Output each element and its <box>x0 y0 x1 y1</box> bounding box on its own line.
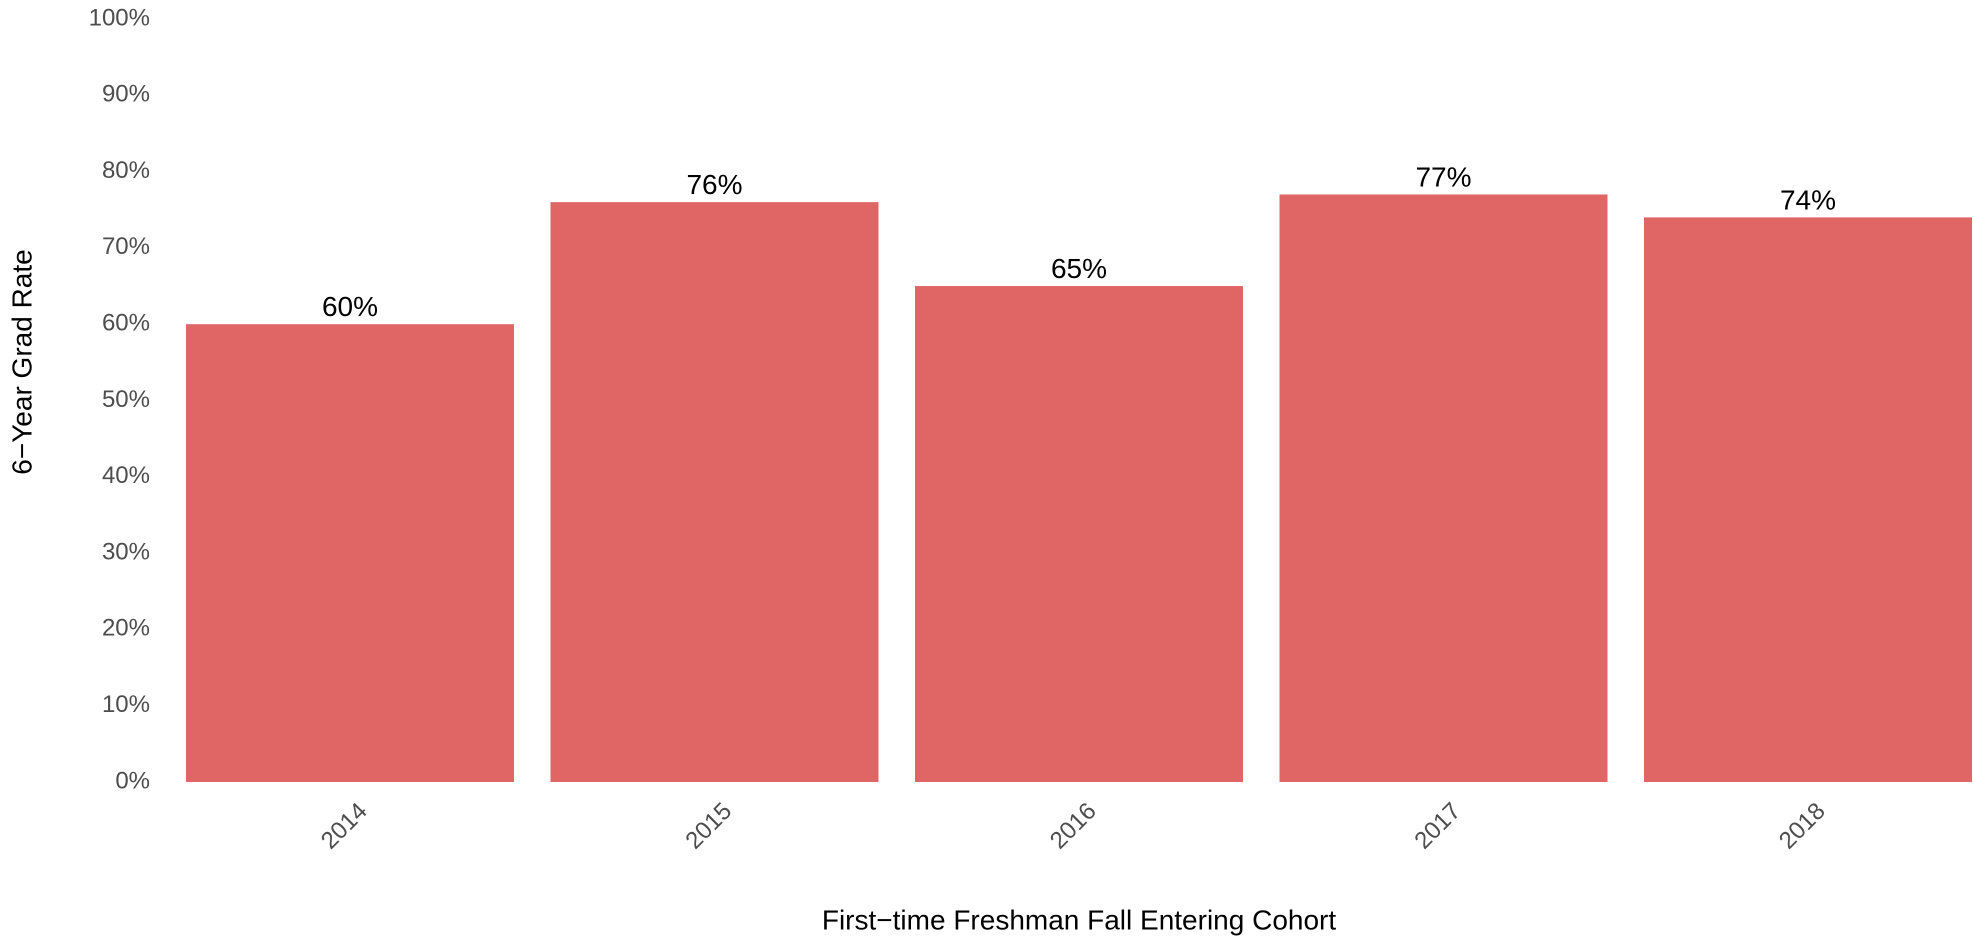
y-tick-label: 0% <box>115 767 150 794</box>
value-label: 60% <box>322 291 378 322</box>
x-axis-title: First−time Freshman Fall Entering Cohort <box>822 904 1337 935</box>
bar <box>1644 217 1972 782</box>
y-tick-label: 70% <box>102 233 150 260</box>
value-label: 74% <box>1780 184 1836 215</box>
x-tick-label: 2015 <box>680 798 737 855</box>
y-tick-label: 100% <box>89 4 150 31</box>
y-tick-label: 10% <box>102 691 150 718</box>
value-label: 65% <box>1051 253 1107 284</box>
x-tick-label: 2014 <box>316 798 373 855</box>
y-axis-title: 6−Year Grad Rate <box>6 249 37 474</box>
bar <box>550 202 879 782</box>
y-tick-label: 90% <box>102 81 150 108</box>
y-tick-label: 80% <box>102 157 150 184</box>
y-tick-label: 30% <box>102 538 150 565</box>
y-tick-label: 20% <box>102 615 150 642</box>
x-tick-label: 2018 <box>1774 798 1831 855</box>
y-tick-label: 60% <box>102 310 150 337</box>
bar <box>915 286 1243 782</box>
y-tick-label: 50% <box>102 386 150 413</box>
bar <box>1279 194 1608 783</box>
bar <box>186 324 514 782</box>
y-tick-label: 40% <box>102 462 150 489</box>
value-label: 76% <box>686 169 742 200</box>
x-tick-label: 2016 <box>1045 798 1102 855</box>
x-tick-label: 2017 <box>1409 798 1466 855</box>
value-label: 77% <box>1415 161 1471 192</box>
